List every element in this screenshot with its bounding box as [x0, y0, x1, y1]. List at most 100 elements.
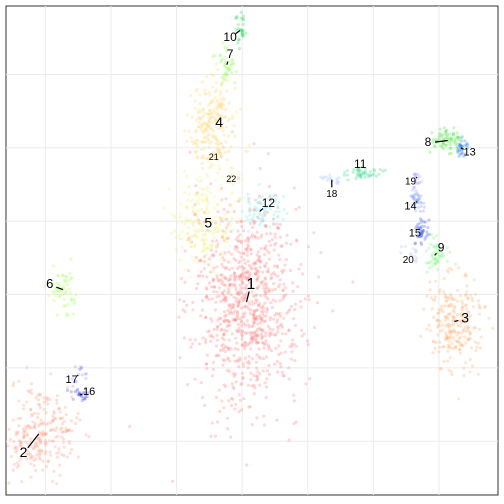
cluster-7-points: [211, 41, 238, 85]
data-point: [252, 383, 256, 387]
data-point: [182, 299, 186, 303]
data-point: [29, 453, 33, 457]
data-point: [238, 292, 242, 296]
data-point: [221, 235, 225, 239]
data-point: [257, 303, 261, 307]
data-point: [219, 106, 223, 110]
data-point: [433, 145, 437, 149]
data-point: [67, 428, 72, 432]
data-point: [186, 269, 191, 273]
data-point: [435, 250, 439, 254]
data-point: [288, 308, 292, 312]
data-point: [41, 431, 45, 435]
data-point: [453, 297, 457, 302]
data-point: [263, 247, 267, 251]
data-point: [255, 308, 259, 312]
data-point: [264, 331, 268, 335]
data-point: [220, 236, 224, 240]
data-point: [460, 331, 464, 335]
data-point: [275, 265, 279, 269]
data-point: [237, 171, 241, 175]
data-point: [199, 128, 203, 132]
data-point: [455, 142, 459, 146]
data-point: [235, 328, 239, 332]
data-point: [38, 422, 42, 426]
data-point: [216, 188, 220, 192]
data-point: [42, 408, 46, 412]
data-point: [44, 443, 48, 447]
data-point: [229, 229, 233, 234]
data-point: [372, 169, 377, 173]
data-point: [231, 385, 235, 389]
data-point: [258, 211, 262, 215]
data-point: [227, 320, 232, 324]
data-point: [456, 299, 460, 303]
data-point: [32, 458, 36, 462]
data-point: [29, 456, 34, 460]
data-point: [449, 331, 453, 335]
data-point: [440, 253, 444, 257]
data-point: [273, 287, 277, 291]
data-point: [205, 75, 209, 79]
data-point: [37, 424, 41, 428]
cluster-3-points: [419, 250, 495, 401]
data-point: [61, 292, 65, 296]
data-point: [331, 309, 335, 313]
data-point: [66, 385, 70, 389]
data-point: [201, 131, 205, 135]
data-point: [178, 298, 182, 302]
data-point: [249, 336, 253, 340]
data-point: [252, 392, 256, 396]
data-point: [378, 168, 382, 172]
data-point: [264, 225, 268, 229]
data-point: [62, 437, 66, 441]
data-point: [226, 323, 231, 327]
data-point: [257, 201, 261, 205]
data-point: [223, 238, 227, 243]
data-point: [12, 381, 16, 385]
data-point: [253, 294, 257, 298]
data-point: [203, 91, 207, 96]
data-point: [236, 175, 240, 179]
data-point: [221, 57, 225, 61]
data-point: [197, 342, 201, 346]
data-point: [469, 313, 473, 318]
data-point: [198, 93, 202, 97]
data-point: [248, 221, 252, 225]
data-point: [243, 344, 247, 348]
data-point: [189, 245, 193, 249]
data-point: [264, 224, 268, 228]
data-point: [219, 105, 223, 109]
data-point: [274, 311, 278, 316]
data-point: [248, 302, 252, 306]
data-point: [65, 428, 69, 432]
data-point: [235, 311, 239, 315]
data-point: [192, 224, 196, 228]
data-point: [264, 244, 268, 248]
data-point: [427, 246, 431, 250]
data-point: [208, 93, 212, 97]
data-point: [26, 442, 30, 446]
data-point: [31, 455, 35, 459]
data-point: [195, 210, 199, 214]
data-point: [202, 240, 206, 245]
data-point: [68, 442, 72, 446]
data-point: [251, 302, 255, 306]
data-point: [211, 99, 215, 103]
data-point: [289, 357, 293, 361]
data-point: [217, 215, 221, 219]
data-point: [234, 110, 238, 114]
data-point: [468, 336, 472, 340]
data-point: [256, 201, 260, 205]
data-point: [416, 172, 420, 176]
data-point: [66, 428, 70, 433]
data-point: [229, 71, 234, 75]
data-point: [212, 163, 216, 167]
data-point: [445, 299, 449, 303]
data-point: [200, 308, 205, 312]
data-point: [206, 189, 210, 193]
data-point: [222, 207, 226, 212]
data-point: [245, 276, 249, 280]
data-point: [264, 287, 268, 291]
data-point: [252, 334, 256, 338]
